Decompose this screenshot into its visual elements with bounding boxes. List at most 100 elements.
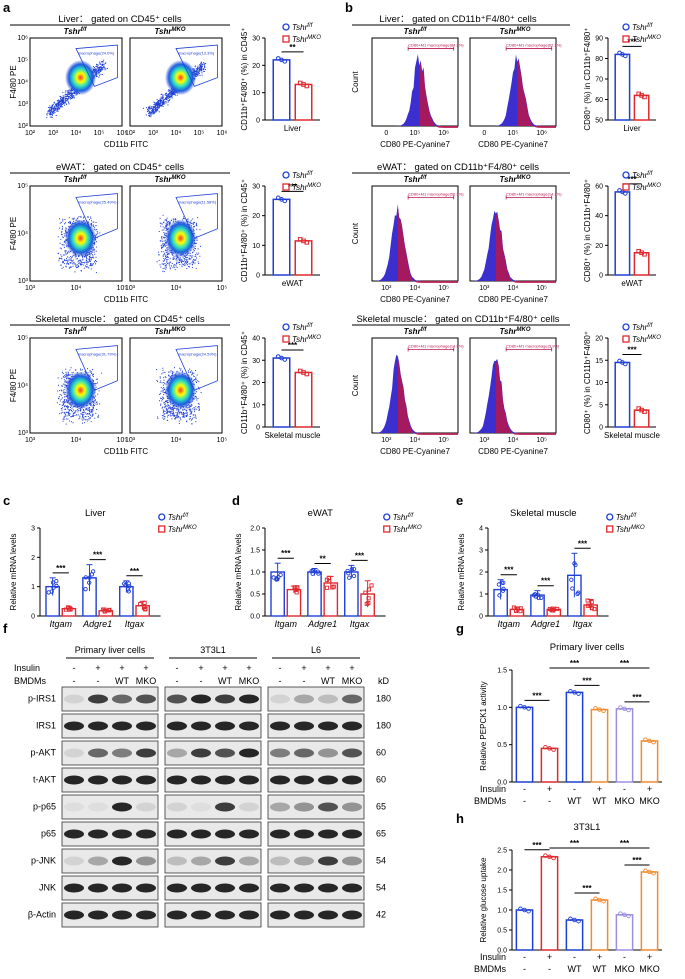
flow-point [70,416,72,418]
flow-point [95,401,97,403]
legend-mko: TshrMKO [632,35,661,44]
flow-point [92,413,94,415]
bar6-point [568,688,573,694]
wb-protein-label: JNK [39,883,56,893]
flow-point [162,214,164,216]
flow-point [64,386,66,388]
mrna-ytick-label: 0.0 [250,614,260,621]
flow-point [62,220,64,222]
flow-point [52,110,54,112]
flow-point [98,414,100,416]
mrna-point-ctrl [275,577,280,582]
flow-point [68,103,70,105]
wb-band [64,883,84,893]
flow-point [165,226,167,228]
flow-point [203,63,205,65]
bar6-ylabel: Relative PEPCK1 activity [479,681,488,770]
flow-point [97,72,99,74]
flow-point [99,68,101,70]
flow-point [203,61,205,63]
point-mko [642,409,647,414]
flow-point [63,101,65,103]
wb-band [191,694,211,704]
flow-point [181,413,183,415]
flow-point [163,386,165,388]
flow-point [49,111,51,113]
flow-point [166,256,168,258]
bar-ytick-label: 50 [595,118,603,125]
flow-point [163,232,165,234]
flow-point [171,254,173,256]
flow-point [198,381,200,383]
wb-band [342,775,362,785]
flow-point [160,240,162,242]
flow-point [66,399,68,401]
flow-point [167,411,169,413]
flow-point [62,261,64,263]
flow-point [81,262,83,264]
flow-point [93,248,95,250]
wb-band [112,694,132,704]
flow-point [68,222,70,224]
flow-point [88,410,90,412]
flow-point [61,394,63,396]
flow-point [163,227,165,229]
flow-point [166,405,168,407]
flow-point [165,254,167,256]
wb-band [318,802,338,812]
wb-band [294,856,314,866]
flow-point [65,263,67,265]
flow-point [165,377,167,379]
flow-point [65,413,67,415]
flow-point [177,257,179,259]
flow-point [155,102,157,104]
flow-point [50,111,52,113]
flow-point [100,68,102,70]
flow-point [97,69,99,71]
wb-band [239,748,259,758]
flow-point [189,413,191,415]
flow-point [64,94,66,96]
bar6-insulin: + [547,784,552,794]
wb-kd-label: 180 [376,721,391,731]
flow-point [51,109,53,111]
flow-point [73,97,75,99]
wb-band [215,775,235,785]
flow-point [47,110,49,112]
flow-point [181,413,183,415]
flow-point [162,255,164,257]
gene-label: Itgam [50,619,73,629]
flow-point [165,102,167,104]
flow-point [200,61,202,63]
flow-point [172,257,174,259]
histo-xlabel: CD80 PE-Cyanine7 [380,447,450,456]
flow-point [75,410,77,412]
flow-point [177,416,179,418]
flow-point [165,400,167,402]
flow-point [92,374,94,376]
flow-point [74,263,76,265]
flow-point [81,263,83,265]
flow-point [180,369,182,371]
flow-point [47,107,49,109]
mrna-ytick-label: 2 [31,555,35,562]
flow-point [68,89,70,91]
mrna-point-ctrl [569,577,574,582]
flow-point [105,68,107,70]
flow-point [163,99,165,101]
flow-point [58,108,60,110]
bar-ylabel: CD11b⁺F4/80⁺ (%) in CD45⁺ [240,27,249,130]
flow-point [66,90,68,92]
mrna-point-mko [515,606,521,611]
flow-point [83,216,85,218]
flow-point [155,110,157,112]
flow-point [62,420,64,422]
flow-point [51,113,53,115]
flow-point [166,224,168,226]
flow-point [63,259,65,261]
mrna-point-ctrl [122,581,127,586]
wb-blot-strip [267,794,365,820]
flow-point [60,100,62,102]
flow-point [98,70,100,72]
flow-point [89,409,91,411]
